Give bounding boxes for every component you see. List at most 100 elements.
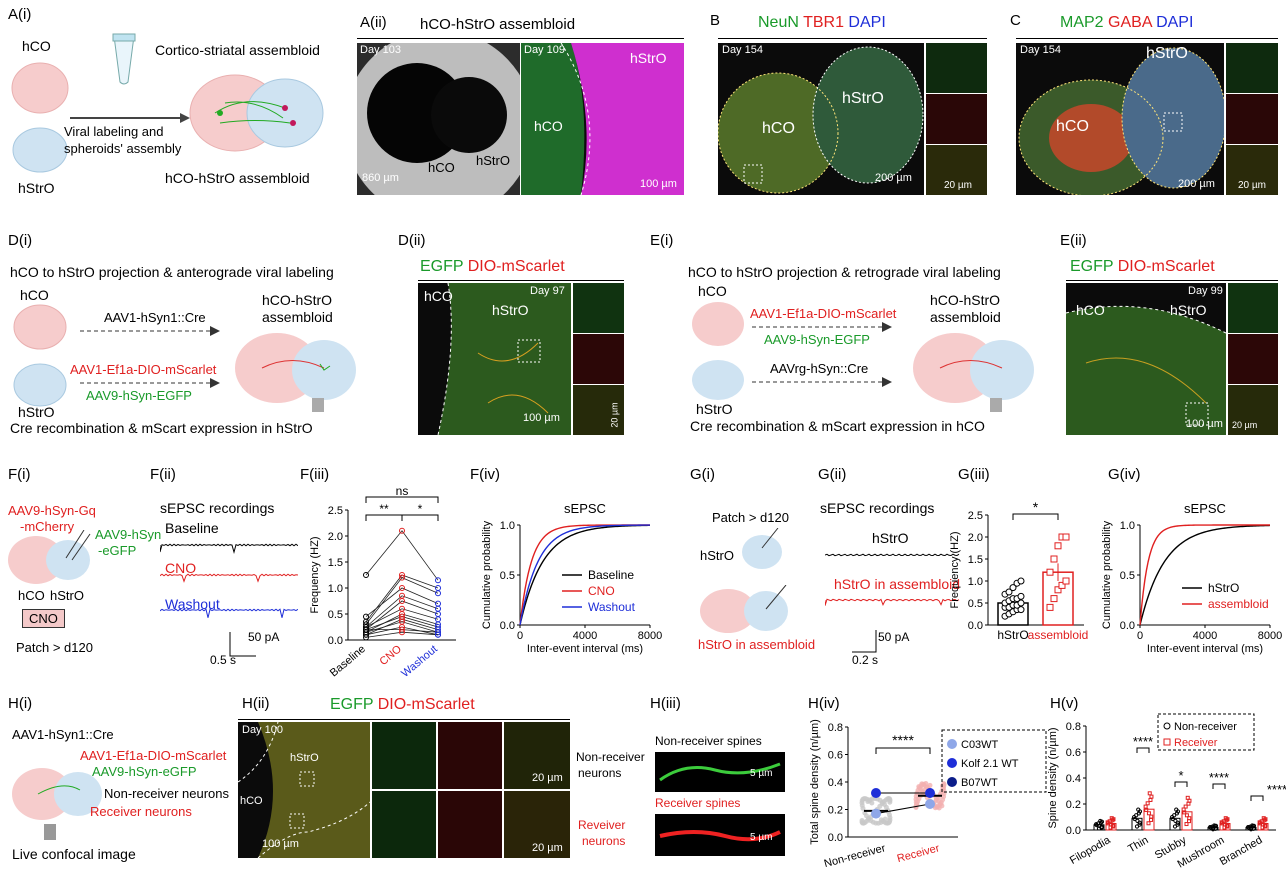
d-foot: Cre recombination & mScart expression in… (10, 420, 313, 436)
fiii-pair-line (365, 530, 439, 581)
hv-point (1143, 804, 1148, 809)
e-hco: hCO (698, 283, 727, 299)
f-v1a: AAV9-hSyn-Gq (8, 503, 96, 518)
giii-ytick-label: 1.5 (968, 554, 983, 566)
hiv-point (882, 816, 888, 822)
hv-legend-box (1157, 713, 1255, 751)
hv-point (1134, 813, 1139, 818)
giv-series-1 (1139, 524, 1270, 626)
hv-point (1172, 813, 1177, 818)
fiii-point (399, 585, 405, 591)
hiv-ytick-label: 0.2 (828, 805, 843, 817)
fiv-legend-label: CNO (588, 584, 615, 598)
hv-point (1146, 821, 1151, 826)
hiv-xtick-label: Receiver (896, 842, 941, 865)
giii-point (1054, 542, 1062, 550)
hv-ytick-label: 0.8 (1066, 721, 1081, 733)
fiii-pair-line (365, 600, 439, 630)
fiii-xtick-label: Washout (399, 643, 440, 680)
giii-point (1005, 588, 1013, 596)
d-asm2: assembloid (262, 309, 333, 325)
fiii-point (399, 527, 405, 534)
fiv-xtick-label: 0 (517, 630, 523, 642)
giii-point (1054, 586, 1062, 594)
f-trace-1 (160, 573, 298, 583)
panel-label-e-ii: E(ii) (1060, 232, 1087, 249)
assembloid-result: hCO-hStrO assembloid (165, 170, 310, 186)
hv-point (1147, 791, 1152, 796)
e-asm2: assembloid (930, 309, 1001, 325)
d-scale2: 20 µm (609, 402, 620, 428)
panel-label-f-iv: F(iv) (470, 466, 500, 483)
hiv-donor-point (871, 808, 881, 819)
g-traces (825, 553, 960, 607)
a-lbl-hco2: hCO (534, 118, 563, 134)
fiv-ytick-label: 0.5 (500, 570, 515, 582)
hv-point (1187, 816, 1192, 821)
f-rec-title: sEPSC recordings (160, 500, 275, 516)
hiv-point (865, 799, 871, 805)
a-scale2: 100 µm (640, 178, 677, 190)
fiii-sig-bracket (401, 514, 439, 521)
arrow-icon (70, 113, 190, 123)
hv-point (1223, 816, 1228, 821)
a-lbl-hco: hCO (428, 160, 455, 175)
hiv-legend-box (941, 729, 1047, 793)
hiv-donor-point (925, 799, 935, 809)
giii-sig-label: * (1033, 499, 1039, 515)
fiii-ytick-label: 1.5 (328, 557, 343, 569)
panel-label-h-i: H(i) (8, 695, 33, 712)
h-day: Day 100 (242, 724, 283, 736)
f-washout: Washout (165, 596, 220, 612)
h-scale1: 100 µm (262, 838, 299, 850)
f-traces (160, 543, 298, 618)
panel-label-d-ii: D(ii) (398, 232, 426, 249)
d-v2: AAV1-Ef1a-DIO-mScarlet (70, 362, 217, 377)
panel-label-h-iii: H(iii) (650, 695, 681, 712)
a-ii-title: hCO-hStrO assembloid (420, 16, 576, 33)
e-day: Day 99 (1188, 285, 1223, 297)
hiv-legend-label: B07WT (961, 777, 998, 789)
hiv-point (936, 805, 942, 811)
giv-legend-label: assembloid (1208, 597, 1269, 611)
e-hco-icon (692, 302, 744, 346)
giii-ytick-label: 2.0 (968, 532, 983, 544)
e-m-hstro: hStrO (1170, 302, 1207, 318)
hv-point (1208, 825, 1213, 830)
hv-point (1109, 816, 1114, 821)
h-side1b: neurons (578, 766, 622, 780)
g-iv-chart: sEPSC 0.0 0.5 1.0 Cumulative probability 0 400… (1101, 501, 1282, 655)
a-lbl-hstro2: hStrO (630, 50, 667, 66)
e-title: hCO to hStrO projection & retrograde vir… (688, 264, 1001, 280)
e-scale2: 20 µm (1232, 420, 1258, 430)
fiii-point (435, 616, 441, 623)
d-hstro: hStrO (18, 404, 55, 420)
d-hstro-icon (13, 363, 67, 407)
a-day1: Day 103 (360, 44, 401, 56)
hv-point (1145, 801, 1150, 806)
d-v1: AAV1-hSyn1::Cre (104, 310, 206, 325)
hiv-sig-bracket (875, 747, 931, 754)
fiii-point (363, 634, 369, 641)
giv-xtick-label: 0 (1137, 630, 1143, 642)
panel-label-d-i: D(i) (8, 232, 33, 249)
fiii-xtick-label: Baseline (328, 643, 368, 679)
b-day: Day 154 (722, 44, 763, 56)
hv-point (1174, 807, 1179, 812)
f-trace-2 (160, 608, 298, 618)
h-v2: AAV1-Ef1a-DIO-mScarlet (80, 748, 227, 763)
fiii-ylabel: Frequency (HZ) (309, 536, 321, 613)
hiv-point (869, 800, 875, 806)
hv-legend-label: Receiver (1174, 737, 1218, 749)
fiii-point (399, 574, 405, 581)
f-sb-s: 0.5 s (210, 653, 237, 667)
b-hstro: hStrO (842, 90, 884, 107)
fiii-pair-line (365, 608, 439, 628)
giv-xtick-label: 4000 (1193, 630, 1217, 642)
hv-point (1184, 822, 1189, 827)
h-spines1: Non-receiver spines (655, 734, 762, 748)
fiv-legend-label: Washout (588, 600, 636, 614)
hco-organoid-icon (11, 62, 69, 114)
h-ii-title: EGFP DIO-mScarlet (330, 696, 475, 713)
h-spine-green (655, 752, 785, 792)
